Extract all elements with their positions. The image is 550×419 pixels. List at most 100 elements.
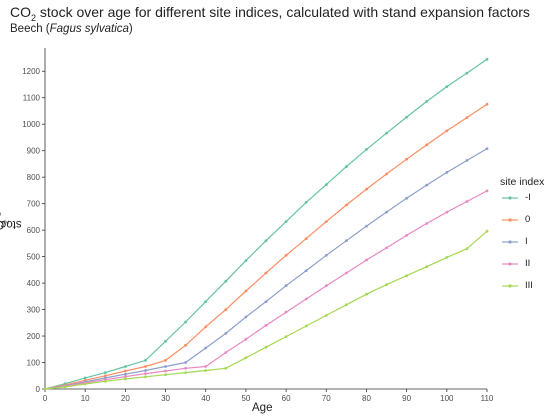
data-point: [264, 345, 268, 349]
y-tick-label: 700: [27, 200, 41, 209]
y-tick-label: 600: [27, 226, 41, 235]
data-point: [264, 324, 268, 327]
legend-item: I: [500, 235, 548, 249]
data-point: [485, 57, 489, 61]
y-tick-label: 400: [27, 279, 41, 288]
x-tick-label: 70: [322, 394, 331, 403]
data-point: [224, 279, 228, 283]
data-point: [405, 234, 408, 237]
data-point: [485, 147, 489, 151]
data-point: [365, 292, 368, 296]
data-point: [485, 229, 489, 233]
data-point: [385, 283, 388, 287]
legend-label: I: [525, 236, 528, 247]
data-point: [345, 271, 348, 275]
data-point: [124, 365, 127, 368]
data-point: [385, 246, 388, 250]
legend-marker: [508, 196, 512, 200]
data-point: [324, 284, 328, 288]
data-point: [365, 187, 368, 191]
x-tick-label: 40: [201, 394, 210, 403]
data-point: [405, 157, 408, 161]
data-point: [124, 369, 127, 373]
subtitle-species: Fagus sylvatica: [49, 23, 129, 35]
data-point: [224, 308, 228, 311]
legend-label: -I: [525, 192, 531, 203]
x-tick-label: 50: [241, 394, 250, 403]
y-tick-label: 100: [27, 359, 41, 368]
x-axis-label: Age: [252, 402, 273, 414]
chart-title: CO2 stock over age for different site in…: [10, 4, 530, 23]
data-point: [204, 325, 208, 329]
data-point: [164, 373, 167, 377]
data-point: [204, 365, 208, 368]
data-point: [425, 183, 429, 187]
data-point: [365, 224, 368, 228]
data-point: [304, 200, 308, 204]
data-point: [465, 116, 469, 119]
data-point: [184, 361, 188, 364]
data-point: [324, 314, 328, 317]
data-point: [284, 253, 288, 257]
data-point: [324, 183, 328, 187]
data-point: [445, 210, 449, 214]
data-point: [43, 387, 47, 391]
data-point: [485, 189, 489, 193]
legend-swatch: [502, 262, 518, 266]
data-point: [224, 332, 228, 335]
legend-item: 0: [500, 213, 548, 227]
x-tick-label: 100: [440, 394, 454, 403]
data-point: [244, 356, 248, 360]
x-tick-label: 80: [362, 394, 371, 403]
data-point: [124, 377, 127, 381]
data-point: [144, 365, 147, 368]
data-point: [184, 371, 188, 374]
y-tick-label: 900: [27, 147, 41, 156]
legend-item: -I: [500, 191, 548, 205]
y-tick-label: 0: [36, 385, 41, 394]
data-point: [425, 143, 429, 147]
legend-marker: [508, 284, 512, 288]
data-point: [425, 100, 429, 103]
y-tick-label: 1000: [22, 120, 40, 129]
data-point: [184, 366, 188, 370]
data-point: [264, 239, 268, 243]
legend-marker: [508, 218, 512, 222]
data-point: [485, 102, 489, 106]
data-point: [244, 315, 248, 319]
data-point: [164, 339, 167, 343]
data-point: [465, 71, 469, 75]
data-point: [103, 379, 107, 383]
data-point: [103, 371, 107, 374]
legend-label: 0: [525, 214, 531, 225]
series-line-1: [44, 58, 488, 390]
legend-swatch: [502, 196, 518, 200]
series-line-4: [44, 190, 488, 390]
data-point: [284, 335, 288, 338]
data-point: [345, 303, 348, 307]
data-point: [304, 297, 308, 301]
data-point: [284, 310, 288, 314]
data-point: [465, 247, 469, 251]
data-point: [385, 172, 388, 176]
data-point: [465, 159, 469, 162]
data-point: [204, 300, 208, 303]
y-tick-label: 800: [27, 173, 41, 182]
data-point: [445, 85, 449, 88]
data-point: [264, 300, 268, 303]
data-point: [103, 374, 107, 378]
legend-item: III: [500, 279, 548, 293]
data-point: [405, 274, 408, 278]
data-point: [184, 320, 188, 324]
subtitle-part: ): [128, 23, 133, 35]
data-point: [124, 372, 127, 376]
data-point: [465, 200, 469, 203]
data-point: [324, 220, 328, 224]
y-tick-label: 200: [27, 332, 41, 341]
data-point: [304, 237, 308, 241]
data-point: [385, 131, 388, 135]
title-subscript: 2: [31, 12, 37, 23]
data-point: [345, 203, 348, 207]
x-tick-label: 30: [161, 394, 170, 403]
chart-subtitle: Beech (Fagus sylvatica): [10, 23, 133, 35]
